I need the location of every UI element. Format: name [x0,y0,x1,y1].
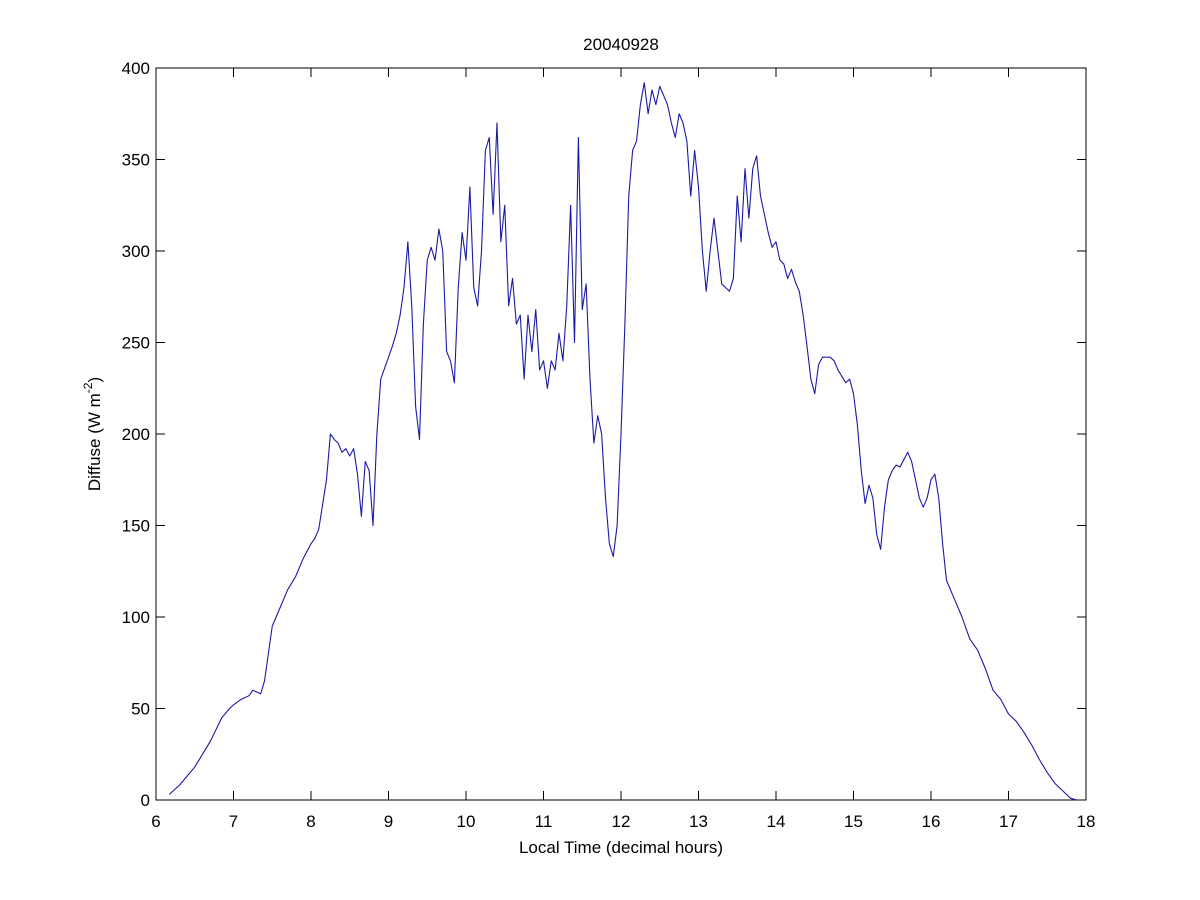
x-tick-label: 8 [306,812,315,831]
chart-title: 20040928 [583,35,659,54]
x-tick-label: 7 [229,812,238,831]
x-tick-label: 12 [612,812,631,831]
x-tick-label: 11 [535,812,553,831]
x-tick-label: 17 [999,812,1018,831]
y-axis-label-end: ) [85,377,104,383]
data-line [168,82,1077,801]
x-tick-label: 16 [922,812,941,831]
x-tick-label: 9 [384,812,393,831]
y-tick-label: 350 [122,151,150,170]
x-tick-label: 13 [689,812,708,831]
y-axis-label: Diffuse (W m-2) [81,377,104,491]
y-tick-label: 250 [122,334,150,353]
x-tick-label: 14 [767,812,786,831]
y-tick-label: 200 [122,425,150,444]
y-axis-label-text: Diffuse (W m [85,393,104,491]
x-axis-label: Local Time (decimal hours) [519,838,723,857]
y-tick-label: 100 [122,608,150,627]
y-axis-label-sup: -2 [81,382,95,393]
x-tick-label: 15 [844,812,863,831]
y-tick-label: 300 [122,242,150,261]
x-tick-label: 18 [1077,812,1096,831]
y-tick-label: 400 [122,59,150,78]
y-tick-label: 150 [122,517,150,536]
x-tick-label: 6 [151,812,160,831]
y-tick-label: 50 [131,700,150,719]
y-tick-label: 0 [141,791,150,810]
x-tick-label: 10 [457,812,476,831]
